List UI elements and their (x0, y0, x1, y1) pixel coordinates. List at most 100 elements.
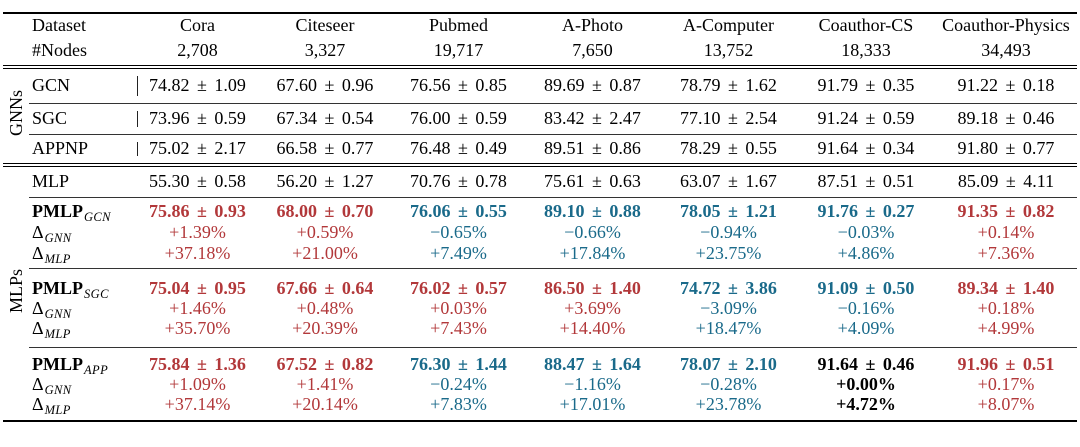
pmlp-sgc-delta-gnn-line: ΔGNN (32, 297, 137, 321)
pmlp-gcn-a-photo-cell: 89.10 ± 0.88 −0.66% +17.84% (525, 197, 660, 269)
method-sgc: SGC (29, 103, 137, 135)
pmlp-app-citeseer-delta-mlp: +20.14% (292, 393, 358, 414)
node-count-citeseer: 3,327 (258, 36, 392, 69)
pmlp-sgc-block: PMLPSGC ΔGNN ΔMLP 75.04 ± 0.95 +1.46% +3… (3, 268, 1077, 348)
pmlp-gcn-coauthor-cs-delta-gnn: −0.03% (837, 222, 895, 242)
appnp-cora: 75.02 ± 2.17 (137, 134, 258, 167)
pmlp-app-method-line: PMLPAPP (32, 354, 137, 377)
pmlp-sgc-pubmed-accuracy: 76.02 ± 0.57 (410, 277, 507, 298)
appnp-coauthor-cs: 91.64 ± 0.34 (797, 134, 935, 167)
node-count-cora: 2,708 (137, 36, 258, 69)
pmlp-gcn-delta-gnn-line: ΔGNN (32, 222, 137, 245)
pmlp-sgc-a-computer-cell: 74.72 ± 3.86 −3.09% +18.47% (660, 268, 797, 348)
appnp-a-photo: 89.51 ± 0.86 (525, 134, 660, 167)
pmlp-sgc-citeseer-delta-mlp: +20.39% (292, 317, 358, 338)
delta-gnn-subscript: GNN (44, 306, 72, 321)
pmlp-gcn-coauthor-cs-delta-mlp: +4.86% (837, 243, 895, 263)
pmlp-gcn-a-photo-delta-mlp: +17.84% (559, 243, 626, 263)
pmlp-sgc-a-photo-accuracy: 86.50 ± 1.40 (544, 277, 641, 298)
pmlp-gcn-delta-mlp-line: ΔMLP (32, 243, 137, 266)
sgc-cora: 73.96 ± 0.59 (137, 103, 258, 135)
pmlp-sgc-a-photo-cell: 86.50 ± 1.40 +3.69% +14.40% (525, 268, 660, 348)
gnns-group-label: GNNs (6, 90, 26, 137)
pmlp-sgc-a-computer-delta-mlp: +18.47% (695, 317, 762, 338)
pmlp-app-block: PMLPAPP ΔGNN ΔMLP 75.84 ± 1.36 +1.09% +3… (3, 347, 1077, 422)
pmlp-gcn-block: PMLPGCN ΔGNN ΔMLP 75.86 ± 0.93 +1.39% +3… (3, 197, 1077, 269)
delta-mlp-label: Δ (32, 393, 44, 414)
sgc-coauthor-cs: 91.24 ± 0.59 (797, 103, 935, 135)
pmlp-gcn-coauthor-physics-accuracy: 91.35 ± 0.82 (957, 201, 1055, 221)
delta-gnn-subscript: GNN (44, 382, 72, 397)
node-count-a-photo: 7,650 (525, 36, 660, 69)
pmlp-gcn-pubmed-cell: 76.06 ± 0.55 −0.65% +7.49% (392, 197, 525, 269)
pmlp-app-coauthor-physics-cell: 91.96 ± 0.51 +0.17% +8.07% (935, 347, 1077, 422)
gcn-row: GNNs GCN 74.82 ± 1.09 67.60 ± 0.96 76.56… (3, 67, 1077, 167)
method-mlp: MLP (29, 165, 137, 198)
appnp-a-computer: 78.29 ± 0.55 (660, 134, 797, 167)
pmlp-sgc-pubmed-delta-gnn: +0.03% (430, 297, 487, 318)
pmlp-sgc-coauthor-cs-delta-mlp: +4.09% (837, 317, 895, 338)
pmlp-sgc-label: PMLP (32, 277, 83, 298)
delta-mlp-label: Δ (32, 243, 44, 263)
method-appnp: APPNP (29, 134, 137, 167)
gcn-coauthor-cs: 91.79 ± 0.35 (797, 67, 935, 104)
pmlp-app-a-photo-cell: 88.47 ± 1.64 −1.16% +17.01% (525, 347, 660, 422)
pmlp-sgc-coauthor-cs-cell: 91.09 ± 0.50 −0.16% +4.09% (797, 268, 935, 348)
dataset-name-coauthor-cs: Coauthor-CS (797, 12, 935, 36)
group-column-header (3, 12, 29, 69)
pmlp-sgc-a-computer-accuracy: 74.72 ± 3.86 (680, 277, 777, 298)
pmlp-sgc-method-line: PMLPSGC (32, 277, 137, 301)
pmlp-app-coauthor-cs-cell: 91.64 ± 0.46 +0.00% +4.72% (797, 347, 935, 422)
mlp-cora: 55.30 ± 0.58 (137, 165, 258, 198)
appnp-row: APPNP 75.02 ± 2.17 66.58 ± 0.77 76.48 ± … (3, 134, 1077, 167)
pmlp-gcn-pubmed-delta-gnn: −0.65% (430, 222, 487, 242)
pmlp-gcn-a-photo-accuracy: 89.10 ± 0.88 (544, 201, 641, 221)
sgc-coauthor-physics: 89.18 ± 0.46 (935, 103, 1077, 135)
gcn-a-photo: 89.69 ± 0.87 (525, 67, 660, 104)
node-count-a-computer: 13,752 (660, 36, 797, 69)
delta-gnn-label: Δ (32, 297, 44, 318)
pmlp-gcn-pubmed-delta-mlp: +7.49% (430, 243, 487, 263)
pmlp-app-a-photo-delta-gnn: −1.16% (564, 373, 621, 394)
node-count-coauthor-cs: 18,333 (797, 36, 935, 69)
pmlp-sgc-coauthor-physics-accuracy: 89.34 ± 1.40 (957, 277, 1055, 298)
pmlp-gcn-cora-delta-gnn: +1.39% (169, 222, 226, 242)
pmlp-gcn-cora-cell: 75.86 ± 0.93 +1.39% +37.18% (137, 197, 258, 269)
pmlp-sgc-a-computer-delta-gnn: −3.09% (700, 297, 757, 318)
pmlp-app-pubmed-delta-gnn: −0.24% (430, 373, 487, 394)
pmlp-gcn-labels: PMLPGCN ΔGNN ΔMLP (29, 197, 137, 269)
pmlp-gcn-cora-delta-mlp: +37.18% (164, 243, 231, 263)
pmlp-app-pubmed-cell: 76.30 ± 1.44 −0.24% +7.83% (392, 347, 525, 422)
pmlp-gcn-coauthor-cs-cell: 91.76 ± 0.27 −0.03% +4.86% (797, 197, 935, 269)
pmlp-app-citeseer-delta-gnn: +1.41% (296, 373, 354, 394)
nodes-label: #Nodes (29, 36, 137, 69)
mlps-group-label: MLPs (6, 268, 26, 313)
pmlp-sgc-delta-mlp-line: ΔMLP (32, 318, 137, 341)
pmlp-sgc-citeseer-cell: 67.66 ± 0.64 +0.48% +20.39% (258, 268, 392, 348)
pmlp-app-cora-delta-gnn: +1.09% (169, 373, 226, 394)
mlp-pubmed: 70.76 ± 0.78 (392, 165, 525, 198)
pmlp-app-citeseer-cell: 67.52 ± 0.82 +1.41% +20.14% (258, 347, 392, 422)
delta-gnn-label: Δ (32, 373, 44, 394)
method-gcn: GCN (29, 67, 137, 104)
delta-mlp-subscript: MLP (44, 326, 71, 341)
pmlp-sgc-pubmed-cell: 76.02 ± 0.57 +0.03% +7.43% (392, 268, 525, 348)
pmlp-gcn-citeseer-delta-mlp: +21.00% (292, 243, 358, 263)
delta-mlp-subscript: MLP (44, 252, 71, 266)
pmlp-sgc-a-photo-delta-mlp: +14.40% (559, 317, 626, 338)
pmlp-app-coauthor-physics-accuracy: 91.96 ± 0.51 (957, 353, 1055, 374)
header-row-nodes: #Nodes 2,708 3,327 19,717 7,650 13,752 1… (3, 36, 1077, 69)
pmlp-gcn-a-computer-delta-mlp: +23.75% (695, 243, 762, 263)
sgc-a-photo: 83.42 ± 2.47 (525, 103, 660, 135)
sgc-row: SGC 73.96 ± 0.59 67.34 ± 0.54 76.00 ± 0.… (3, 103, 1077, 135)
pmlp-app-a-computer-accuracy: 78.07 ± 2.10 (680, 353, 777, 374)
pmlp-sgc-cora-delta-gnn: +1.46% (169, 297, 226, 318)
dataset-label: Dataset (29, 12, 137, 36)
pmlp-app-coauthor-cs-accuracy: 91.64 ± 0.46 (817, 353, 915, 374)
pmlp-gcn-coauthor-physics-delta-gnn: +0.14% (977, 222, 1035, 242)
dataset-name-citeseer: Citeseer (258, 12, 392, 36)
delta-mlp-subscript: MLP (44, 402, 71, 417)
pmlp-sgc-cora-cell: 75.04 ± 0.95 +1.46% +35.70% (137, 268, 258, 348)
delta-gnn-label: Δ (32, 222, 44, 242)
pmlp-app-a-computer-delta-mlp: +23.78% (695, 393, 762, 414)
